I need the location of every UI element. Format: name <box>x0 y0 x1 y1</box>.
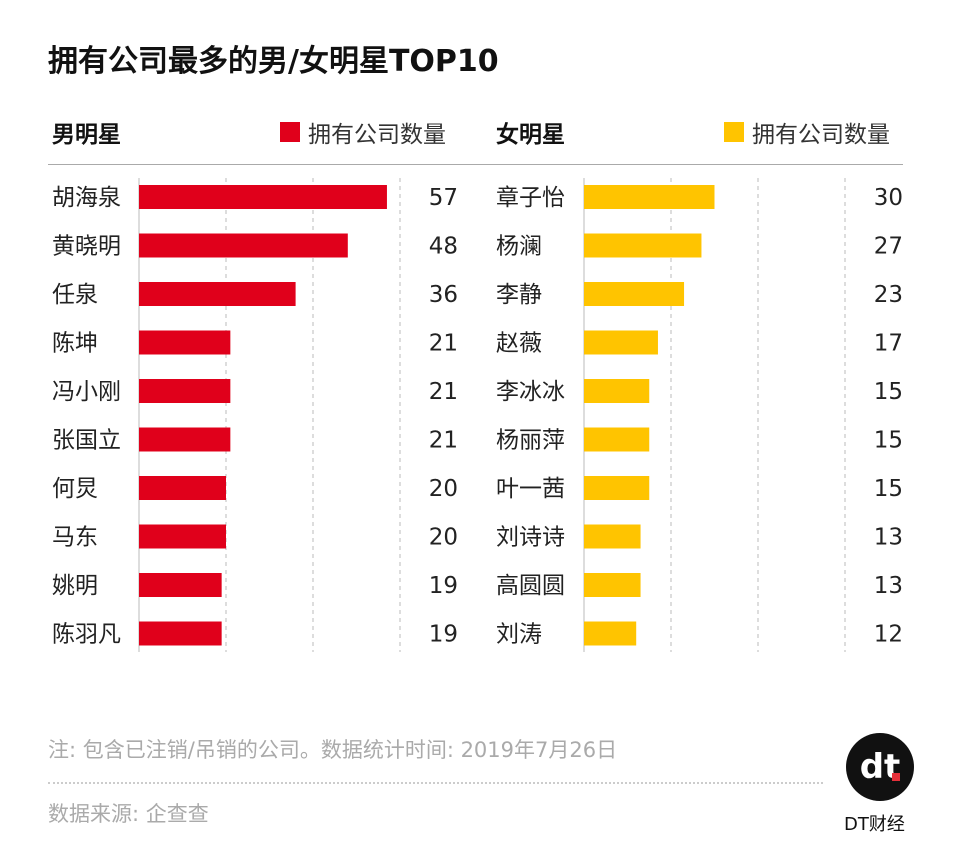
value-label: 12 <box>874 622 903 648</box>
category-label: 胡海泉 <box>52 185 121 211</box>
brand-name: DT财经 <box>844 814 905 835</box>
value-label: 21 <box>429 331 458 357</box>
value-label: 20 <box>429 476 458 502</box>
value-label: 27 <box>874 234 903 260</box>
legend-swatch <box>280 122 300 142</box>
logo-mark: dt <box>859 747 901 787</box>
value-label: 19 <box>429 573 458 599</box>
category-label: 杨丽萍 <box>496 428 565 454</box>
category-label: 何炅 <box>52 476 98 502</box>
value-label: 15 <box>874 428 903 454</box>
category-label: 叶一茜 <box>496 476 565 502</box>
bar <box>139 233 348 258</box>
chart-title: 拥有公司最多的男/女明星TOP10 <box>48 44 499 79</box>
value-label: 30 <box>874 185 903 211</box>
category-label: 杨澜 <box>496 234 542 260</box>
bar <box>584 379 650 403</box>
value-label: 13 <box>874 573 903 599</box>
category-label: 黄晓明 <box>52 234 121 260</box>
category-label: 刘诗诗 <box>496 525 565 551</box>
value-label: 15 <box>874 476 903 502</box>
value-label: 19 <box>429 622 458 648</box>
category-label: 姚明 <box>52 573 98 599</box>
bar <box>584 524 641 549</box>
legend-label: 拥有公司数量 <box>308 122 446 148</box>
bar <box>584 621 637 646</box>
bar <box>139 476 226 500</box>
bar <box>139 330 231 355</box>
category-label: 陈坤 <box>52 331 98 357</box>
bar <box>584 185 715 209</box>
bar <box>139 621 222 646</box>
value-label: 48 <box>429 234 458 260</box>
bar <box>584 233 702 258</box>
category-label: 冯小刚 <box>52 379 121 405</box>
bar <box>139 379 231 403</box>
category-label: 章子怡 <box>496 185 565 211</box>
legend-female: 拥有公司数量 <box>724 115 890 149</box>
panel-title-female: 女明星 <box>496 122 565 148</box>
legend-label: 拥有公司数量 <box>752 122 890 148</box>
category-label: 李冰冰 <box>496 379 565 405</box>
bar <box>139 282 296 306</box>
value-label: 13 <box>874 525 903 551</box>
value-label: 20 <box>429 525 458 551</box>
category-label: 高圆圆 <box>496 573 565 599</box>
bar <box>139 427 231 452</box>
category-label: 张国立 <box>52 428 121 454</box>
category-label: 陈羽凡 <box>52 622 121 648</box>
source: 数据来源: 企查查 <box>48 802 209 826</box>
bar <box>139 573 222 597</box>
panel-title-male: 男明星 <box>52 122 121 148</box>
legend-male: 拥有公司数量 <box>280 115 446 149</box>
category-label: 马东 <box>52 525 98 551</box>
value-label: 21 <box>429 379 458 405</box>
bar <box>139 524 226 549</box>
value-label: 21 <box>429 428 458 454</box>
value-label: 17 <box>874 331 903 357</box>
value-label: 23 <box>874 282 903 308</box>
bar <box>139 185 387 209</box>
legend-swatch <box>724 122 744 142</box>
bar <box>584 573 641 597</box>
value-label: 36 <box>429 282 458 308</box>
bar <box>584 282 685 306</box>
value-label: 15 <box>874 379 903 405</box>
category-label: 刘涛 <box>496 622 542 648</box>
bar <box>584 427 650 452</box>
footer-divider <box>48 782 823 784</box>
value-label: 57 <box>429 185 458 211</box>
bar <box>584 476 650 500</box>
footnote: 注: 包含已注销/吊销的公司。数据统计时间: 2019年7月26日 <box>48 738 618 762</box>
dt-logo-icon: dt <box>846 733 914 801</box>
bar <box>584 330 658 355</box>
category-label: 赵薇 <box>496 331 542 357</box>
category-label: 李静 <box>496 282 542 308</box>
header-divider <box>48 164 903 165</box>
category-label: 任泉 <box>52 282 98 308</box>
